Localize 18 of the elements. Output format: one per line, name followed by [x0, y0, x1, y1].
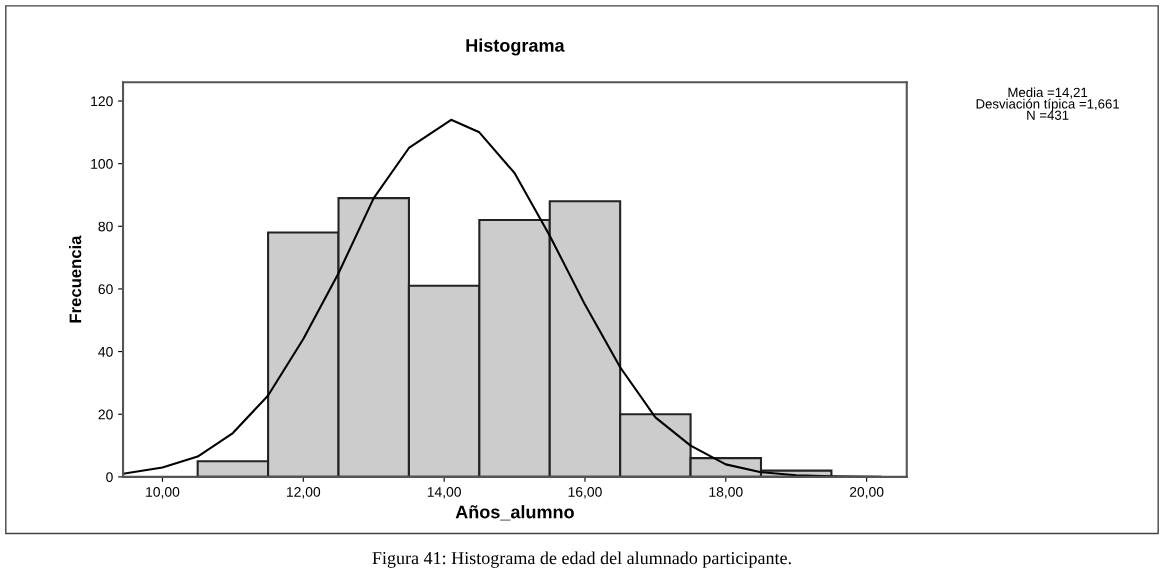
- x-tick-label: 12,00: [286, 486, 321, 499]
- y-tick-label: 100: [91, 158, 113, 169]
- x-tick-label: 14,00: [427, 486, 461, 499]
- chart-title: Histograma: [466, 38, 565, 56]
- x-tick-label: 10,00: [146, 486, 180, 499]
- y-tick-label: 0: [106, 472, 113, 483]
- y-tick-label: 60: [98, 284, 113, 295]
- y-axis-title: Frecuencia: [69, 235, 82, 323]
- text: Media =14,21 Desviación típica =1,661 N =431: [976, 87, 1120, 120]
- x-tick-label: 20,00: [849, 486, 884, 499]
- y-tick-label: 120: [91, 96, 113, 107]
- x-axis-title: Años_alumno: [455, 505, 574, 521]
- x-tick-label: 18,00: [709, 486, 743, 499]
- text: Figura 41: Histograma de edad del alumnado participante.: [372, 551, 791, 568]
- x-tick-label: 16,00: [568, 486, 602, 499]
- y-tick-label: 20: [98, 409, 113, 420]
- y-tick-label: 80: [98, 221, 113, 232]
- y-tick-label: 40: [98, 346, 113, 357]
